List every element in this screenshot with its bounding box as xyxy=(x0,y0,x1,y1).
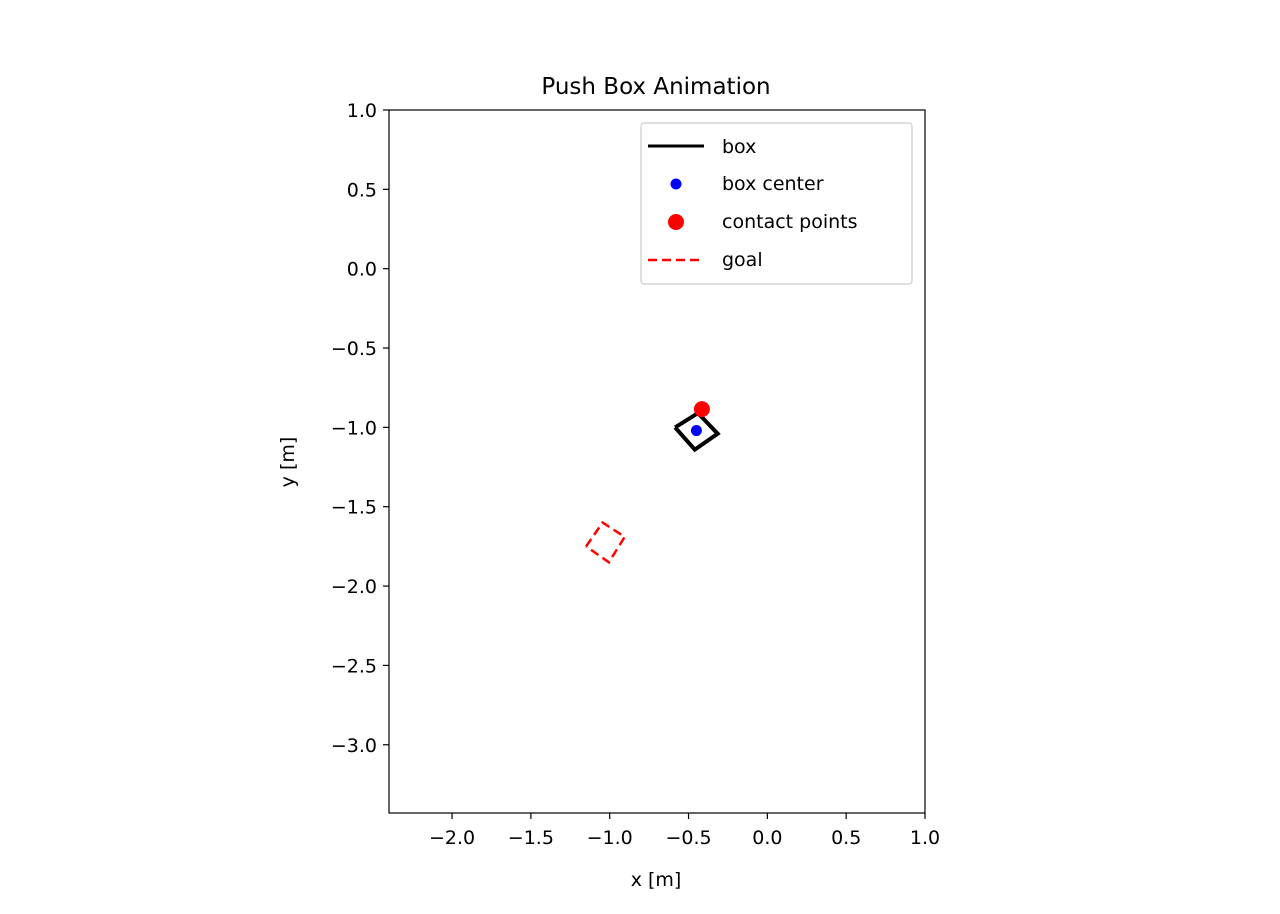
y-tick-label: 0.0 xyxy=(347,259,377,281)
x-axis-label: x [m] xyxy=(631,869,682,891)
box-outline xyxy=(673,410,721,453)
legend-contact-points-swatch xyxy=(668,214,684,230)
plot-marks xyxy=(585,401,721,565)
x-tick-label: −1.5 xyxy=(508,827,554,849)
x-tick-label: 0.5 xyxy=(831,827,861,849)
y-tick-label: 0.5 xyxy=(347,179,377,201)
y-tick-label: −2.5 xyxy=(331,655,377,677)
y-axis-label: y [m] xyxy=(277,437,299,488)
plot-frame xyxy=(388,109,926,814)
legend-box-center-swatch xyxy=(670,178,682,190)
chart-title: Push Box Animation xyxy=(541,74,770,100)
legend-goal-label: goal xyxy=(722,249,763,271)
y-tick-label: −3.0 xyxy=(331,735,377,757)
legend-contact-points-label: contact points xyxy=(722,211,858,233)
y-tick-label: −1.0 xyxy=(331,417,377,439)
y-tick-label: −0.5 xyxy=(331,338,377,360)
legend-box-label: box xyxy=(722,136,756,158)
goal-outline xyxy=(585,520,627,565)
y-tick-label: −2.0 xyxy=(331,576,377,598)
x-tick-label: −1.0 xyxy=(587,827,633,849)
legend: box box center contact points goal xyxy=(640,122,913,285)
x-tick-label: −2.0 xyxy=(429,827,475,849)
y-tick-label: −1.5 xyxy=(331,497,377,519)
x-tick-label: −0.5 xyxy=(665,827,711,849)
y-tick-label: 1.0 xyxy=(347,100,377,122)
legend-box xyxy=(640,122,913,285)
y-axis: 1.0 0.5 0.0 −0.5 −1.0 −1.5 −2.0 −2.5 −3.0 xyxy=(331,100,389,757)
x-tick-label: 1.0 xyxy=(910,827,940,849)
legend-box-center-label: box center xyxy=(722,173,824,195)
box-center-point xyxy=(690,425,702,437)
x-tick-label: 0.0 xyxy=(752,827,782,849)
contact-points-point xyxy=(693,401,710,418)
x-axis: −2.0 −1.5 −1.0 −0.5 0.0 0.5 1.0 xyxy=(429,813,940,849)
